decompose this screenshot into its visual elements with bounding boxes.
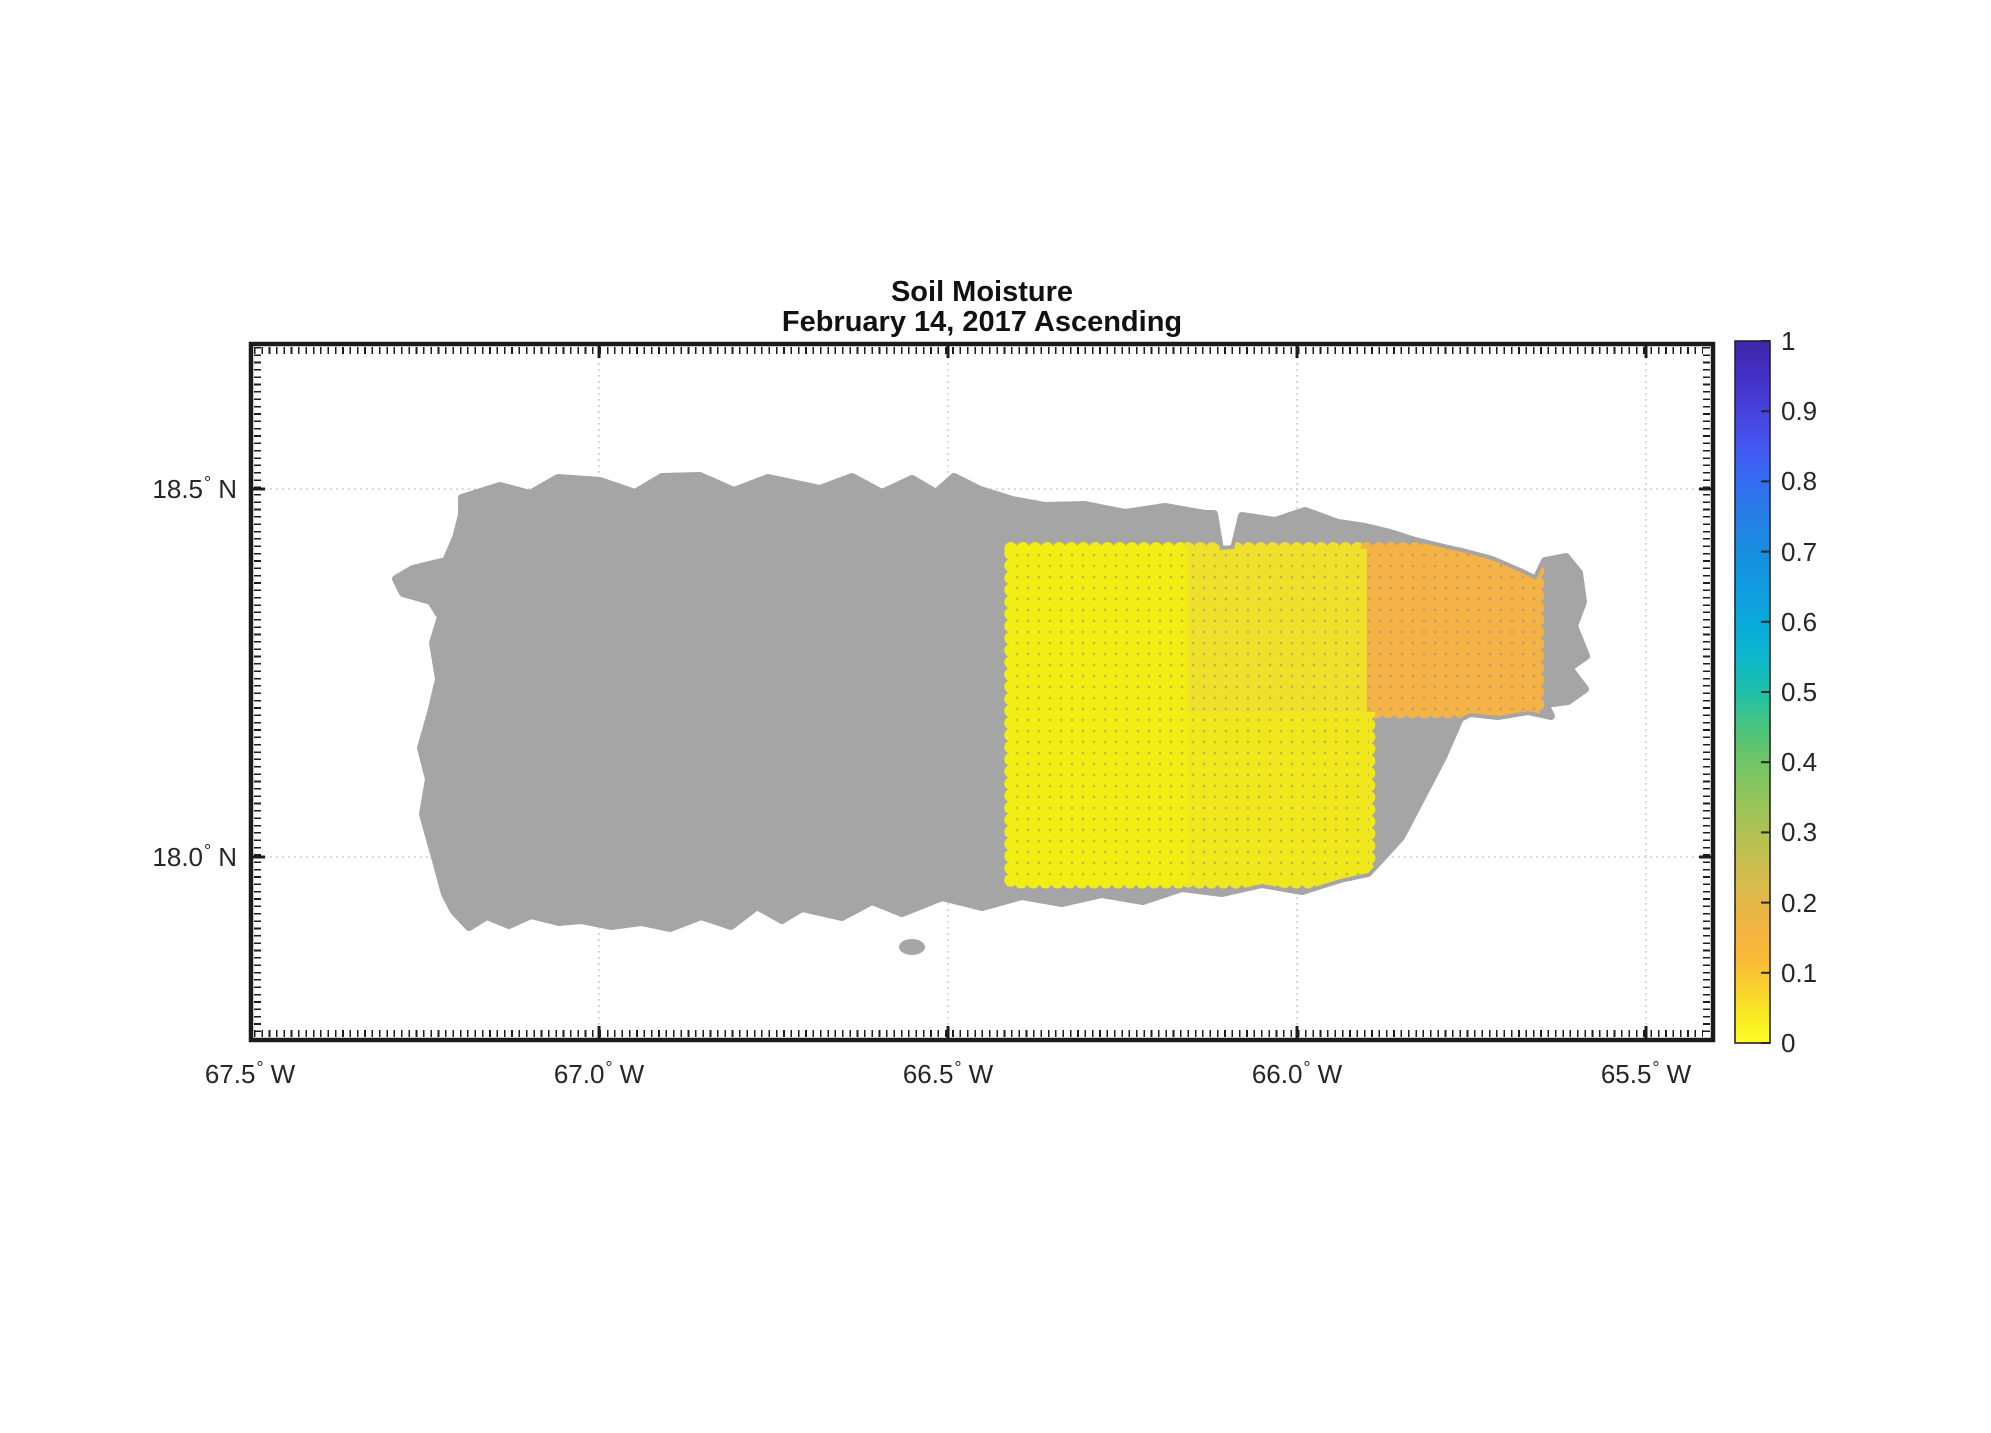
colorbar-label-0.6: 0.6 [1781,607,1818,637]
degree-symbol: ° [1652,1058,1660,1078]
degree-symbol: ° [204,841,212,861]
gridlines [252,345,1712,1039]
colorbar-label-0.1: 0.1 [1781,958,1818,988]
plot-title-line2: February 14, 2017 Ascending [781,306,1183,338]
minor-ticks-left [254,347,261,1037]
minor-ticks-top [254,347,1703,354]
degree-symbol: ° [204,473,212,493]
plot-frame [248,341,1716,1043]
offshore-islet [899,939,925,955]
colorbar-label-0.3: 0.3 [1781,817,1818,847]
x-tick-67.5W: 67.5° W [150,1058,350,1093]
x-tick-67.0W: 67.0° W [499,1058,699,1093]
x-tick-65.5W: 65.5° W [1546,1058,1746,1093]
colorbar-label-0.4: 0.4 [1781,747,1818,777]
cell-dot-texture-south-central-cell [1188,712,1369,883]
colorbar-label-1: 1 [1781,326,1796,356]
colorbar-tick-marks [1761,340,1770,1044]
colorbar-label-0.9: 0.9 [1781,396,1818,426]
offshore-islet [643,911,661,927]
plot-title-line1: Soil Moisture [890,276,1074,308]
x-tick-66.5W: 66.5° W [848,1058,1048,1093]
colorbar [1734,340,1771,1044]
x-tick-66.0W: 66.0° W [1197,1058,1397,1093]
plot-title: Soil Moisture February 14, 2017 Ascendin… [582,277,1382,337]
cell-dot-texture-west-cell [1010,548,1189,883]
degree-symbol: ° [954,1058,962,1078]
colorbar-label-0.7: 0.7 [1781,537,1818,567]
colorbar-label-0.8: 0.8 [1781,466,1818,496]
colorbar-label-0: 0 [1781,1028,1796,1058]
colorbar-label-0.5: 0.5 [1781,677,1818,707]
degree-symbol: ° [1303,1058,1311,1078]
soil-moisture-cells [1004,542,1545,889]
y-tick-18.5N: 18.5° N [77,473,237,505]
degree-symbol: ° [256,1058,264,1078]
cell-dot-texture-north-central-cell [1188,548,1367,713]
cell-dot-texture-northeast-cell [1366,548,1538,713]
y-tick-18.0N: 18.0° N [77,841,237,873]
colorbar-label-0.2: 0.2 [1781,888,1818,918]
degree-symbol: ° [605,1058,613,1078]
minor-ticks-right [1703,347,1710,1037]
minor-ticks-bottom [254,1030,1703,1037]
